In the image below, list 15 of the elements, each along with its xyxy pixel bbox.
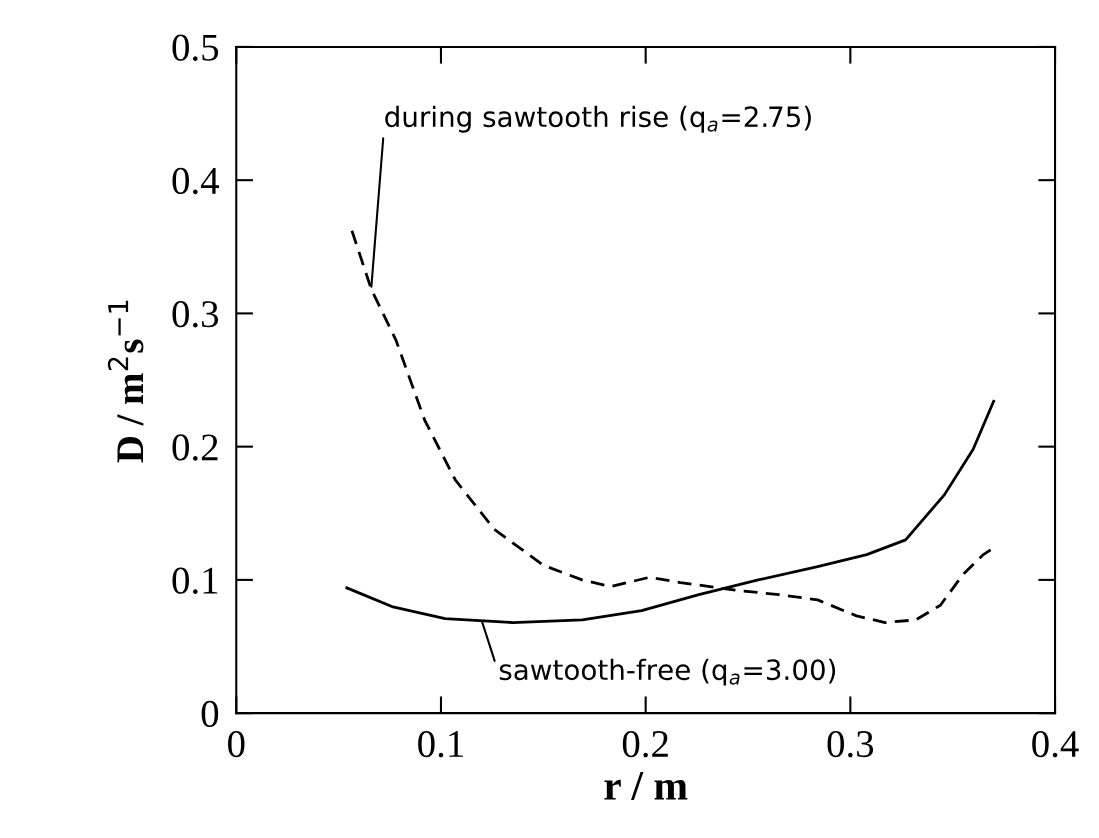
x-tick-label: 0.1: [418, 730, 463, 758]
x-tick-label: 0.3: [827, 730, 874, 758]
x-tick-label: 0.2: [622, 730, 668, 758]
x-tick-label: 0: [228, 730, 245, 758]
annotation: during sawtooth rise (q$_{a}$=2.75): [385, 105, 811, 133]
x-axis-title: r / m: [604, 772, 688, 800]
y-tick-label: 0: [201, 700, 219, 728]
y-tick-label: 0.1: [172, 567, 218, 594]
x-tick-label: 0.4: [1032, 730, 1079, 758]
y-tick-label: 0.3: [172, 301, 219, 328]
y-axis-title: D / m$^{2}$s$^{−1}$: [107, 300, 144, 463]
annotation: sawtooth-free (q$_{a}$=3.00): [499, 658, 836, 686]
y-tick-label: 0.2: [172, 434, 218, 461]
y-tick-label: 0.5: [172, 34, 219, 61]
y-tick-label: 0.4: [172, 167, 220, 195]
